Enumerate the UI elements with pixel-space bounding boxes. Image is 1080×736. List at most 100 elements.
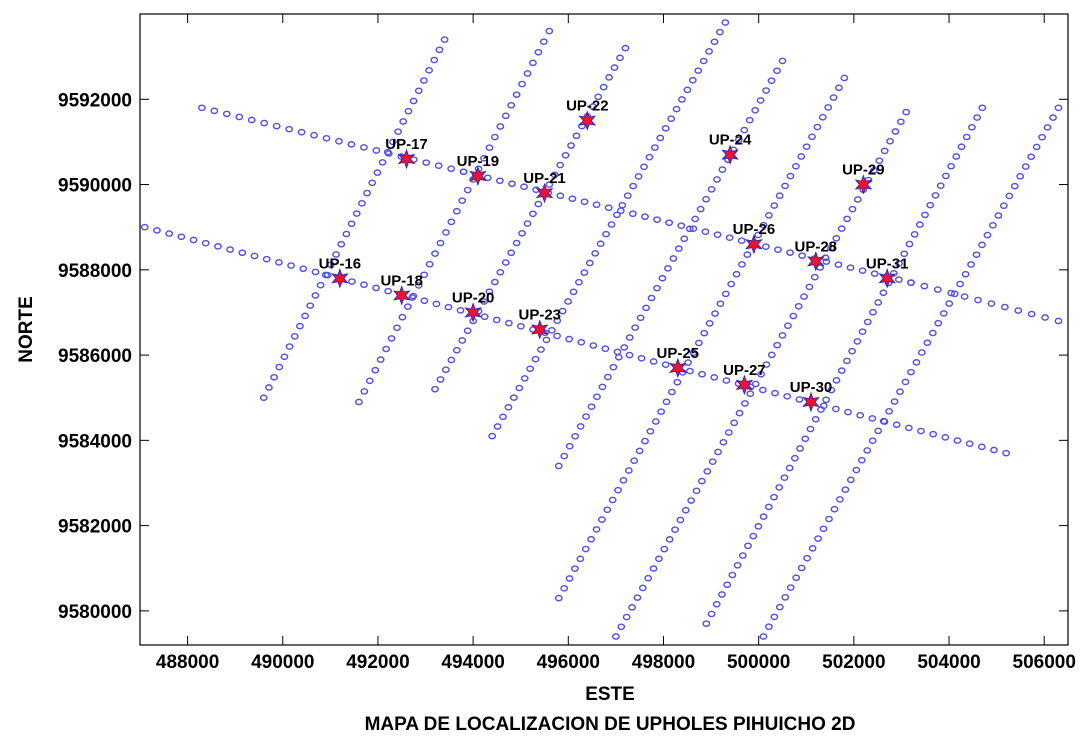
receiver-point [523,70,532,77]
receiver-point [250,252,259,260]
receiver-point [870,167,878,174]
receiver-point [501,259,510,266]
uphole-label: UP-21 [523,170,566,187]
receiver-point [723,581,732,589]
receiver-point [915,221,924,228]
y-tick-label: 9592000 [58,90,132,111]
receiver-point [434,162,443,169]
receiver-point [762,87,770,94]
receiver-point [499,413,507,421]
uphole-star [668,357,687,379]
receiver-point [571,432,580,440]
receiver-point [687,497,696,504]
receiver-point [784,322,792,330]
receiver-point [791,162,800,170]
receiver-point [705,320,714,327]
receiver-point [327,261,335,268]
receiver-point [718,591,726,598]
receiver-point [436,239,445,247]
uphole-star [464,302,482,323]
receiver-point [1000,303,1009,311]
receiver-point [480,313,489,321]
receiver-point [999,202,1008,210]
receiver-point [311,268,320,276]
receiver-point [518,80,526,88]
receiver-point [310,131,318,139]
receiver-point [1016,173,1025,180]
receiver-point [698,477,706,485]
receiver-point [694,67,703,74]
receiver-point [480,154,488,162]
receiver-point [933,286,942,293]
receiver-point [425,260,434,268]
receiver-point [259,394,268,402]
receiver-point [885,407,893,415]
receiver-point [1021,163,1030,170]
uphole-label: UP-30 [790,379,833,396]
receiver-point [721,290,730,298]
receiver-point [802,143,811,150]
receiver-point [941,434,950,441]
receiver-point [822,396,831,404]
receiver-point [485,288,494,296]
uphole-star [530,319,549,340]
receiver-point [656,134,665,142]
receiver-point [790,454,799,462]
receiver-point [373,169,382,176]
receiver-point [226,246,235,253]
uphole-label: UP-16 [319,255,362,272]
receiver-point [721,19,730,26]
receiver-point [735,409,744,417]
receiver-point [751,380,760,388]
receiver-point [662,398,671,406]
uphole-label: UP-23 [518,307,561,324]
receiver-point [589,342,598,349]
receiver-point [604,204,613,212]
receiver-point [360,281,368,289]
receiver-point [512,91,521,98]
receiver-point [744,542,752,550]
receiver-point [618,201,627,209]
receiver-point [858,328,867,335]
receiver-point [733,561,742,569]
receiver-point [558,307,567,315]
receiver-point [928,329,937,337]
receiver-point [702,195,710,203]
receiver-point [665,219,674,226]
receiver-point [936,182,945,189]
receiver-point [939,310,948,317]
receiver-point [910,231,919,238]
receiver-point [238,249,247,257]
receiver-point [501,112,510,120]
receiver-point [868,437,877,444]
receiver-point [1049,114,1057,121]
receiver-point [819,525,828,533]
receiver-point [496,123,505,130]
receiver-point [892,421,901,429]
receiver-point [806,425,815,433]
receiver-point [635,447,644,455]
uphole-label: UP-25 [656,345,699,362]
receiver-point [719,438,728,446]
receiver-point [403,303,412,310]
receiver-point [947,289,956,297]
receiver-point [770,202,779,209]
receiver-point [781,594,790,601]
receiver-point [759,513,768,520]
receiver-point [623,192,632,199]
uphole-label: UP-22 [566,98,609,115]
receiver-point [358,199,366,207]
receiver-point [431,250,439,257]
receiver-point [613,348,622,356]
receiver-point [786,249,794,256]
receiver-point [322,134,331,142]
receiver-point [929,430,938,438]
receiver-point [347,220,356,228]
x-axis-title: ESTE [585,684,635,705]
receiver-point [488,432,497,440]
receiver-point [383,148,392,156]
receiver-point [778,332,787,339]
receiver-point [700,329,709,337]
receiver-point [459,168,468,176]
receiver-point [458,197,467,204]
